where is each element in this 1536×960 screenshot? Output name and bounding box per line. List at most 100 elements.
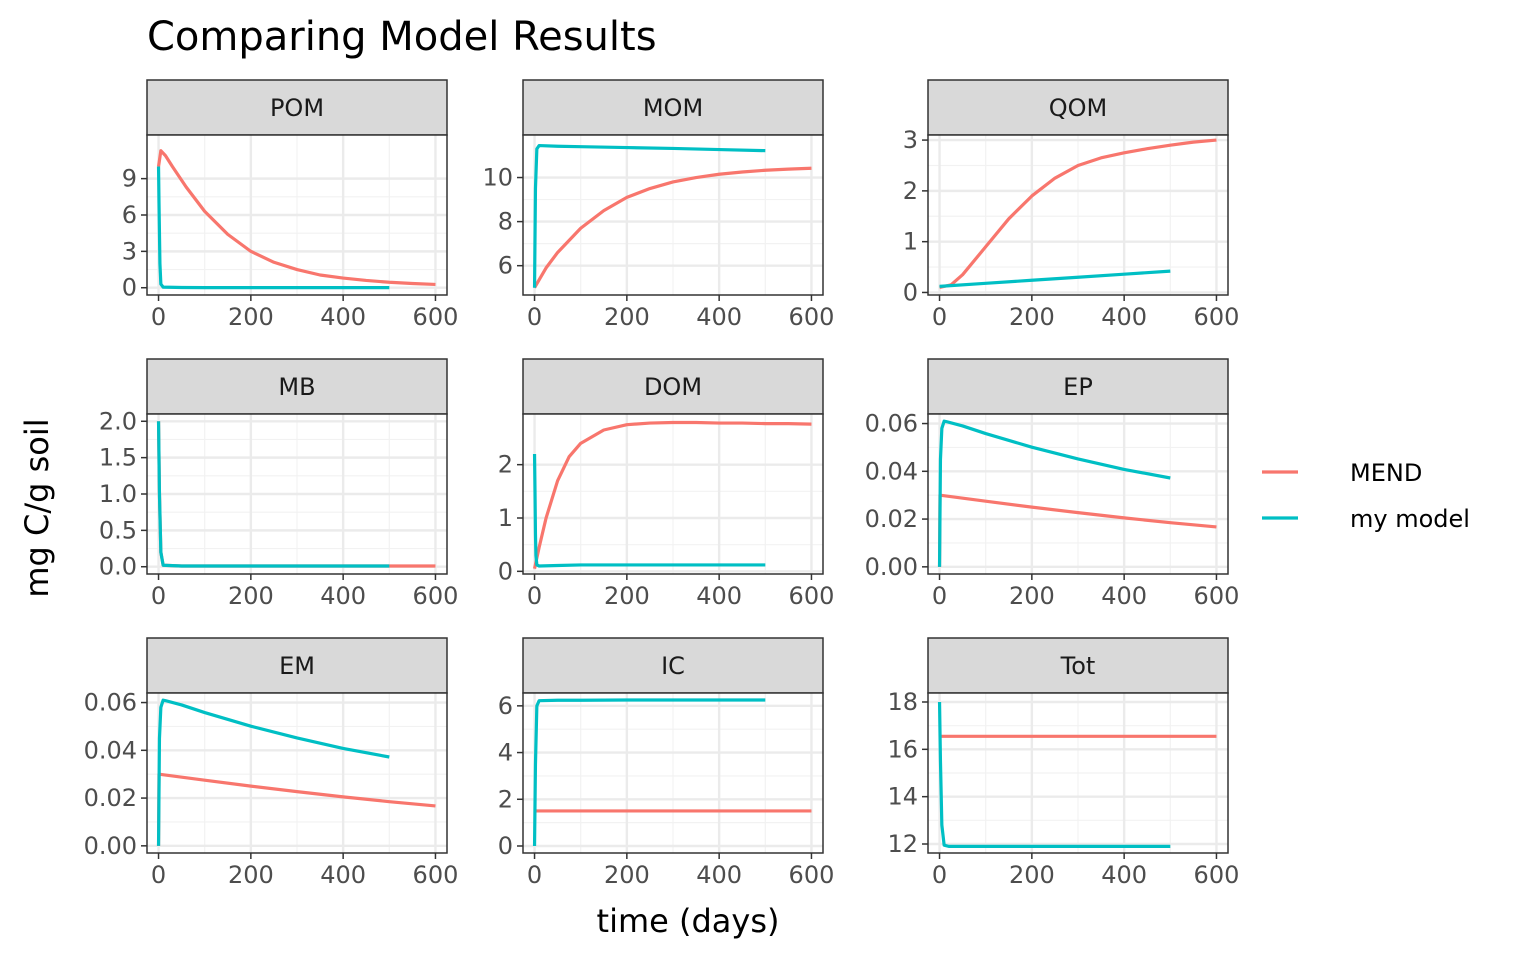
x-tick-label: 200 (604, 303, 650, 331)
y-tick-label: 12 (887, 830, 918, 858)
y-tick-label: 3 (122, 237, 137, 265)
x-tick-label: 200 (1009, 861, 1055, 889)
legend: MEND my model (1262, 459, 1470, 533)
y-tick-label: 2.0 (99, 407, 137, 435)
series-line-my-model (937, 419, 1171, 567)
series-line-my-model (156, 698, 390, 846)
facet-qom: QOM 0 200 400 600 0 1 2 3 (903, 79, 1240, 331)
series-group (939, 138, 1217, 289)
y-tick-label: 0.04 (865, 457, 918, 485)
facet-dom: DOM 0 200 400 600 0 1 2 (498, 358, 835, 610)
y-tick-label: 2 (498, 785, 513, 813)
facet-strip-label: QOM (1049, 94, 1108, 122)
x-tick-label: 400 (1101, 582, 1147, 610)
legend-item-my-model: my model (1262, 505, 1470, 533)
x-tick-label: 600 (789, 582, 835, 610)
y-tick-label: 6 (122, 201, 137, 229)
x-tick-label: 200 (604, 582, 650, 610)
y-tick-label: 0.04 (84, 736, 137, 764)
y-tick-label: 0.00 (865, 553, 918, 581)
legend-item-mend: MEND (1262, 459, 1422, 487)
series-line-my-model (156, 166, 390, 290)
y-tick-label: 6 (498, 692, 513, 720)
y-tick-label: 1.0 (99, 480, 137, 508)
y-tick-label: 2 (903, 177, 918, 205)
y-tick-label: 8 (498, 208, 513, 236)
y-tick-label: 0.06 (84, 689, 137, 717)
x-tick-label: 200 (228, 861, 274, 889)
x-tick-label: 400 (1101, 303, 1147, 331)
facet-em: EM 0 200 400 600 0.00 0.02 0.04 0.06 (84, 637, 458, 889)
series-group (532, 420, 812, 570)
x-tick-label: 0 (151, 582, 166, 610)
x-tick-label: 0 (932, 582, 947, 610)
x-axis-title: time (days) (597, 902, 780, 940)
facet-mb: MB 0 200 400 600 0.0 0.5 1.0 1.5 2.0 (99, 358, 459, 610)
facet-strip (522, 637, 824, 694)
x-tick-label: 200 (228, 582, 274, 610)
facet-strip (146, 79, 448, 136)
series-line-my-model (532, 698, 766, 847)
panel-border (146, 692, 448, 854)
x-tick-label: 200 (1009, 303, 1055, 331)
series-line-my-model (156, 421, 390, 568)
x-tick-label: 0 (527, 582, 542, 610)
x-tick-label: 400 (696, 303, 742, 331)
facet-strip-label: EM (279, 652, 315, 680)
y-tick-label: 0 (498, 832, 513, 860)
facet-ep: EP 0 200 400 600 0.00 0.02 0.04 0.06 (865, 358, 1239, 610)
facet-ic: IC 0 200 400 600 0 2 4 6 (498, 637, 835, 889)
y-tick-label: 0.00 (84, 832, 137, 860)
y-tick-label: 10 (482, 164, 513, 192)
series-group (937, 419, 1217, 567)
series-group (937, 701, 1217, 848)
facet-strip (146, 358, 448, 415)
y-tick-label: 3 (903, 126, 918, 154)
x-tick-label: 600 (789, 861, 835, 889)
x-tick-label: 200 (228, 303, 274, 331)
facet-strip (522, 358, 824, 415)
series-group (156, 149, 436, 290)
x-tick-label: 400 (320, 861, 366, 889)
facet-strip-label: EP (1063, 373, 1093, 401)
y-tick-label: 0.06 (865, 410, 918, 438)
facet-strip-label: DOM (644, 373, 702, 401)
x-tick-label: 600 (1194, 861, 1240, 889)
legend-label: MEND (1350, 459, 1422, 487)
x-tick-label: 200 (1009, 582, 1055, 610)
facet-strip (927, 637, 1229, 694)
x-tick-label: 600 (413, 582, 459, 610)
facet-strip-label: IC (661, 652, 685, 680)
x-tick-label: 0 (527, 303, 542, 331)
y-tick-label: 0 (903, 278, 918, 306)
x-tick-label: 0 (151, 303, 166, 331)
x-tick-label: 600 (1194, 303, 1240, 331)
series-line-mend (937, 493, 1217, 567)
y-tick-label: 1 (498, 504, 513, 532)
y-tick-label: 18 (887, 688, 918, 716)
facet-tot: Tot 0 200 400 600 12 14 16 18 (887, 637, 1240, 889)
x-tick-label: 400 (320, 582, 366, 610)
facet-strip (927, 79, 1229, 136)
facet-strip-label: POM (270, 94, 324, 122)
series-group (156, 698, 436, 846)
x-tick-label: 0 (932, 861, 947, 889)
panel-border (522, 134, 824, 296)
facet-strip-label: Tot (1060, 652, 1096, 680)
facet-strip (146, 637, 448, 694)
facet-strip-label: MOM (643, 94, 703, 122)
x-tick-label: 400 (1101, 861, 1147, 889)
y-tick-label: 4 (498, 739, 513, 767)
x-tick-label: 0 (151, 861, 166, 889)
series-line-mend (939, 138, 1217, 289)
chart-title: Comparing Model Results (147, 14, 657, 60)
y-tick-label: 1.5 (99, 444, 137, 472)
series-group (532, 143, 812, 289)
series-line-mend (156, 149, 436, 287)
x-tick-label: 0 (527, 861, 542, 889)
x-tick-label: 600 (789, 303, 835, 331)
y-tick-label: 2 (498, 451, 513, 479)
y-tick-label: 1 (903, 228, 918, 256)
y-tick-label: 16 (887, 735, 918, 763)
